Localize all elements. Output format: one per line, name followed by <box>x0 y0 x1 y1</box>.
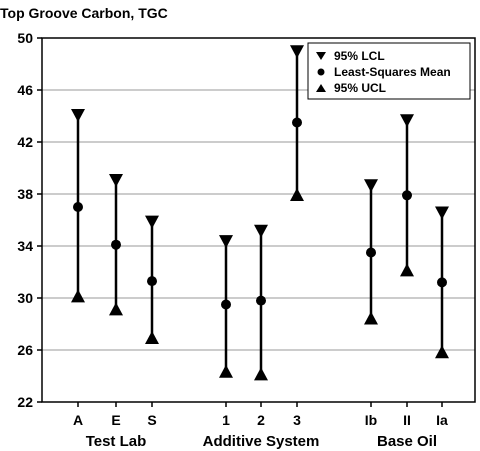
plot-frame <box>41 37 476 403</box>
ucl-marker <box>400 263 414 277</box>
x-group-label: Base Oil <box>377 433 437 450</box>
ucl-marker <box>290 188 304 201</box>
ucl-marker <box>71 289 85 303</box>
legend-mean-label: Least-Squares Mean <box>334 65 451 79</box>
x-category-label: E <box>111 412 120 428</box>
lcl-marker <box>290 45 304 59</box>
lcl-marker <box>109 174 123 187</box>
ucl-marker <box>145 331 159 344</box>
legend-box <box>307 42 471 100</box>
lcl-marker <box>254 224 268 238</box>
x-group-label: Additive System <box>203 433 320 450</box>
y-tick-label: 26 <box>17 342 33 358</box>
x-category-label: 3 <box>293 412 301 428</box>
mean-marker <box>366 247 376 258</box>
legend-lcl-label: 95% LCL <box>334 49 385 63</box>
y-tick-label: 38 <box>17 186 33 202</box>
ucl-marker <box>254 367 268 381</box>
ucl-marker <box>219 364 233 378</box>
legend-ucl-label: 95% UCL <box>334 81 386 95</box>
x-category-label: II <box>403 412 411 428</box>
chart-title: Top Groove Carbon, TGC <box>0 5 168 21</box>
mean-marker <box>402 190 412 201</box>
mean-marker <box>437 277 447 288</box>
y-tick-label: 30 <box>17 290 33 306</box>
legend-lcl-marker <box>316 52 326 60</box>
x-group-label: Test Lab <box>86 433 147 450</box>
mean-marker <box>111 239 121 250</box>
ucl-marker <box>109 302 123 316</box>
lcl-marker <box>71 109 85 122</box>
lcl-marker <box>435 206 449 220</box>
legend-ucl-marker <box>316 84 326 92</box>
lcl-marker <box>364 179 378 193</box>
x-category-label: A <box>73 412 83 428</box>
lcl-marker <box>219 235 233 249</box>
x-category-label: Ia <box>436 412 448 428</box>
mean-marker <box>256 295 266 306</box>
ucl-marker <box>435 345 449 359</box>
x-category-label: 1 <box>222 412 230 428</box>
y-tick-label: 22 <box>17 394 33 410</box>
mean-marker <box>221 299 231 310</box>
gridlines <box>42 89 475 351</box>
y-tick-label: 34 <box>17 238 33 254</box>
lcl-marker <box>145 215 159 229</box>
lcl-marker <box>400 114 414 128</box>
x-category-label: Ib <box>365 412 377 428</box>
legend-mean-marker <box>317 68 325 76</box>
y-tick-label: 50 <box>17 30 33 46</box>
y-tick-label: 46 <box>17 82 33 98</box>
x-category-label: S <box>147 412 156 428</box>
mean-marker <box>73 202 83 212</box>
ucl-marker <box>364 311 378 325</box>
legend: 95% LCL Least-Squares Mean 95% UCL <box>307 42 471 100</box>
y-axis: 22 26 30 34 38 42 46 50 <box>17 30 42 410</box>
mean-marker <box>292 117 302 128</box>
y-tick-label: 42 <box>17 134 33 150</box>
x-category-label: 2 <box>257 412 265 428</box>
interval-marks <box>71 45 449 381</box>
mean-marker <box>147 276 157 287</box>
